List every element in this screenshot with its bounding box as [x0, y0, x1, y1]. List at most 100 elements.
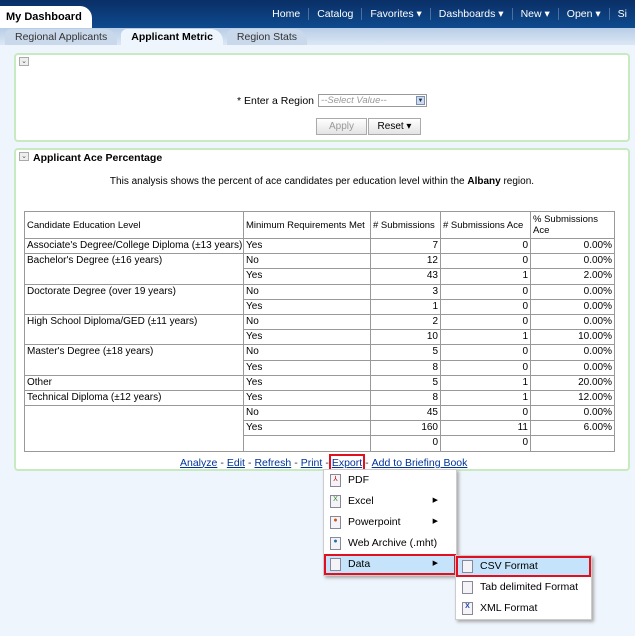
dashboard-title-tab[interactable]: My Dashboard [0, 6, 92, 28]
table-cell: No [243, 405, 371, 422]
table-cell: 8 [370, 389, 441, 407]
table-cell: Bachelor's Degree (±16 years) [24, 253, 244, 285]
nav-home[interactable]: Home [272, 8, 301, 20]
table-cell: Master's Degree (±18 years) [24, 344, 244, 376]
table-cell: 0 [440, 359, 531, 376]
menu-label: Web Archive (.mht) [348, 537, 438, 549]
table-cell: 1 [440, 268, 531, 285]
menu-item-excel[interactable]: X Excel ▶ [324, 491, 456, 512]
export-menu: ⅄ PDF X Excel ▶ ● Powerpoint ▶ ● Web Archive (… [323, 469, 457, 576]
nav-dashboards[interactable]: Dashboards ▾ [429, 8, 512, 20]
data-submenu: CSV Format Tab delimited Format X XML For… [455, 555, 592, 620]
region-select-value: --Select Value-- [321, 95, 387, 106]
table-cell: 0 [440, 283, 531, 300]
collapse-icon[interactable]: ⌄ [19, 152, 29, 161]
col-header[interactable]: Minimum Requirements Met [243, 211, 371, 239]
desc-text: This analysis shows the percent of ace c… [109, 176, 468, 187]
tab-regional-applicants[interactable]: Regional Applicants [5, 29, 118, 45]
table-cell: 2.00% [530, 268, 615, 285]
menu-label: Excel [348, 495, 374, 507]
table-row: High School Diploma/GED (±11 years) No 2 0 0… [24, 313, 615, 346]
table-cell: Yes [243, 268, 371, 285]
refresh-link[interactable]: Refresh [254, 456, 292, 469]
tab-applicant-metric[interactable]: Applicant Metric [121, 29, 223, 45]
document-icon [462, 581, 473, 594]
table-row: Technical Diploma (±12 years) Yes 8 1 12.00% [24, 389, 615, 407]
table-cell: Doctorate Degree (over 19 years) [24, 283, 244, 315]
desc-text: region. [500, 176, 535, 187]
table-cell: 0.00% [530, 253, 615, 270]
analysis-links: Analyze - Edit - Refresh - Print - Export - Add to… [180, 453, 468, 472]
table-cell: Yes [243, 389, 371, 407]
table-header: Candidate Education Level Minimum Requir… [24, 211, 615, 239]
col-header[interactable]: # Submissions [370, 211, 441, 239]
nav-catalog[interactable]: Catalog [308, 8, 361, 20]
table-cell: 0.00% [530, 313, 615, 331]
table-cell: 0.00% [530, 283, 615, 300]
table-row: Yes 43 1 2.00% [25, 268, 615, 285]
menu-item-powerpoint[interactable]: ● Powerpoint ▶ [324, 512, 456, 533]
table-cell: Yes [243, 359, 371, 376]
table-row: Other Yes 5 1 20.00% [24, 374, 615, 391]
col-header[interactable]: # Submissions Ace [440, 211, 531, 239]
table-cell: 0.00% [530, 405, 615, 422]
print-link[interactable]: Print [300, 456, 323, 469]
document-icon [462, 560, 473, 573]
col-header[interactable]: Candidate Education Level [24, 211, 244, 239]
table-cell: 5 [370, 344, 441, 361]
table-cell: 5 [370, 374, 441, 391]
menu-item-pdf[interactable]: ⅄ PDF [324, 470, 456, 491]
nav-open[interactable]: Open ▾ [557, 8, 609, 20]
results-area: Candidate Education Level Minimum Requir… [24, 211, 615, 472]
submenu-arrow-icon: ▶ [432, 497, 438, 504]
reset-button[interactable]: Reset ▾ [368, 118, 421, 135]
tab-region-stats[interactable]: Region Stats [226, 29, 308, 45]
nav-new[interactable]: New ▾ [511, 8, 558, 20]
region-label: * Enter a Region [236, 94, 315, 107]
menu-label: Data [348, 558, 371, 570]
table-cell: 6.00% [530, 420, 615, 437]
apply-button[interactable]: Apply [316, 118, 367, 135]
table-cell: 0 [440, 253, 531, 270]
menu-item-csv[interactable]: CSV Format [456, 556, 591, 577]
region-select[interactable]: --Select Value-- ▼ [318, 94, 428, 107]
add-to-briefing-book-link[interactable]: Add to Briefing Book [371, 456, 468, 469]
table-cell: Associate's Degree/College Diploma (±13 … [24, 237, 244, 255]
analysis-description: This analysis shows the percent of ace c… [14, 176, 630, 187]
table-cell: Yes [243, 329, 371, 346]
table-cell: No [243, 253, 371, 270]
pdf-icon: ⅄ [330, 474, 341, 487]
menu-label: XML Format [480, 602, 538, 614]
menu-item-tab-delimited[interactable]: Tab delimited Format [456, 577, 591, 598]
table-cell: 0 [440, 344, 531, 361]
table-cell: 12.00% [530, 389, 615, 407]
chevron-down-icon[interactable]: ▼ [416, 96, 426, 105]
table-cell: 0 [370, 435, 441, 452]
col-header[interactable]: % Submissions Ace [530, 211, 615, 239]
edit-link[interactable]: Edit [226, 456, 245, 469]
export-link[interactable]: Export [328, 453, 366, 472]
menu-label: CSV Format [480, 560, 538, 572]
table-cell: 11 [440, 420, 531, 437]
table-cell: 2 [370, 313, 441, 331]
table-cell: 12 [370, 253, 441, 270]
analyze-link[interactable]: Analyze [180, 456, 218, 469]
prompt-row: * Enter a Region --Select Value-- ▼ [14, 94, 630, 107]
collapse-icon[interactable]: ⌄ [19, 57, 29, 66]
menu-item-web-archive[interactable]: ● Web Archive (.mht) [324, 533, 456, 554]
menu-item-data[interactable]: Data ▶ [324, 554, 456, 575]
table-cell: 0 [440, 298, 531, 315]
web-archive-icon: ● [330, 537, 341, 550]
nav-signout[interactable]: Si [608, 8, 635, 20]
table-row: Bachelor's Degree (±16 years) No 12 0 0.00% [24, 253, 615, 285]
table-row: Doctorate Degree (over 19 years) No 3 0 0.00… [24, 283, 615, 315]
table-cell: 0.00% [530, 359, 615, 376]
table-cell: No [243, 283, 371, 300]
nav-favorites[interactable]: Favorites ▾ [361, 8, 429, 20]
page-tabs: Regional Applicants Applicant Metric Reg… [0, 28, 635, 45]
menu-item-xml[interactable]: X XML Format [456, 598, 591, 619]
table-cell [243, 435, 371, 452]
document-icon [330, 558, 341, 571]
analysis-title: Applicant Ace Percentage [33, 152, 163, 164]
